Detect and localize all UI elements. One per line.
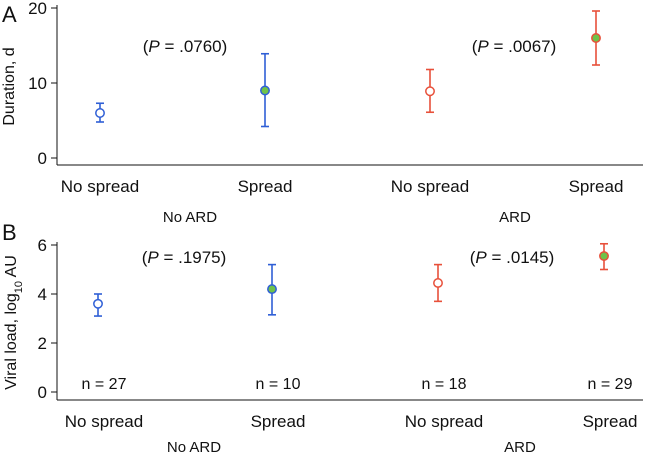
y-tick-label: 4 [38,285,47,304]
y-axis-title: Viral load, log10 AU [3,255,25,390]
p-value-label: (P = .1975) [142,248,227,267]
x-category-label: Spread [569,177,624,196]
p-value-open: ( [143,37,149,56]
mean-point [591,33,601,43]
y-tick-label: 0 [38,383,47,402]
mean-point [433,278,443,288]
x-category-label: No spread [61,177,139,196]
mean-point [95,108,105,118]
mean-point [260,85,270,96]
y-axis-title: Duration, d [1,47,18,125]
y-tick-label: 6 [38,236,47,255]
p-value-open: ( [470,248,476,267]
p-value-symbol: P [477,37,489,56]
p-value-symbol: P [475,248,487,267]
mean-point [425,86,435,97]
p-value-number: = .0145) [487,248,555,267]
p-value-open: ( [472,37,478,56]
sample-count-label: n = 29 [588,376,633,393]
y-tick-label: 0 [38,149,47,168]
mean-point [599,251,609,261]
group-label: No ARD [167,439,221,454]
y-tick-label: 20 [28,0,47,18]
x-category-label: No spread [65,412,143,431]
panel-label: A [2,2,17,27]
group-label: No ARD [163,209,217,226]
y-axis-title-main: Duration, d [1,47,18,125]
p-value-symbol: P [147,248,159,267]
p-value-label: (P = .0067) [472,37,557,56]
panel-label: B [2,220,17,245]
p-value-number: = .1975) [159,248,227,267]
sample-count-label: n = 27 [82,376,127,393]
x-category-label: No spread [405,412,483,431]
p-value-label: (P = .0145) [470,248,555,267]
p-value-number: = .0760) [160,37,228,56]
x-category-label: Spread [251,412,306,431]
x-category-label: No spread [391,177,469,196]
y-tick-label: 10 [28,74,47,93]
sample-count-label: n = 10 [256,376,301,393]
y-axis-title-subscript: 10 [13,281,25,293]
p-value-open: ( [142,248,148,267]
p-value-label: (P = .0760) [143,37,228,56]
p-value-number: = .0067) [489,37,557,56]
group-label: ARD [504,439,536,454]
y-tick-label: 2 [38,334,47,353]
y-axis-title-tail: AU [3,255,20,281]
group-label: ARD [499,209,531,226]
mean-point [267,284,277,295]
p-value-symbol: P [148,37,160,56]
x-category-label: Spread [238,177,293,196]
x-category-label: Spread [583,412,638,431]
y-axis-title-main: Viral load, log [3,293,20,390]
sample-count-label: n = 18 [422,376,467,393]
mean-point [93,298,103,309]
